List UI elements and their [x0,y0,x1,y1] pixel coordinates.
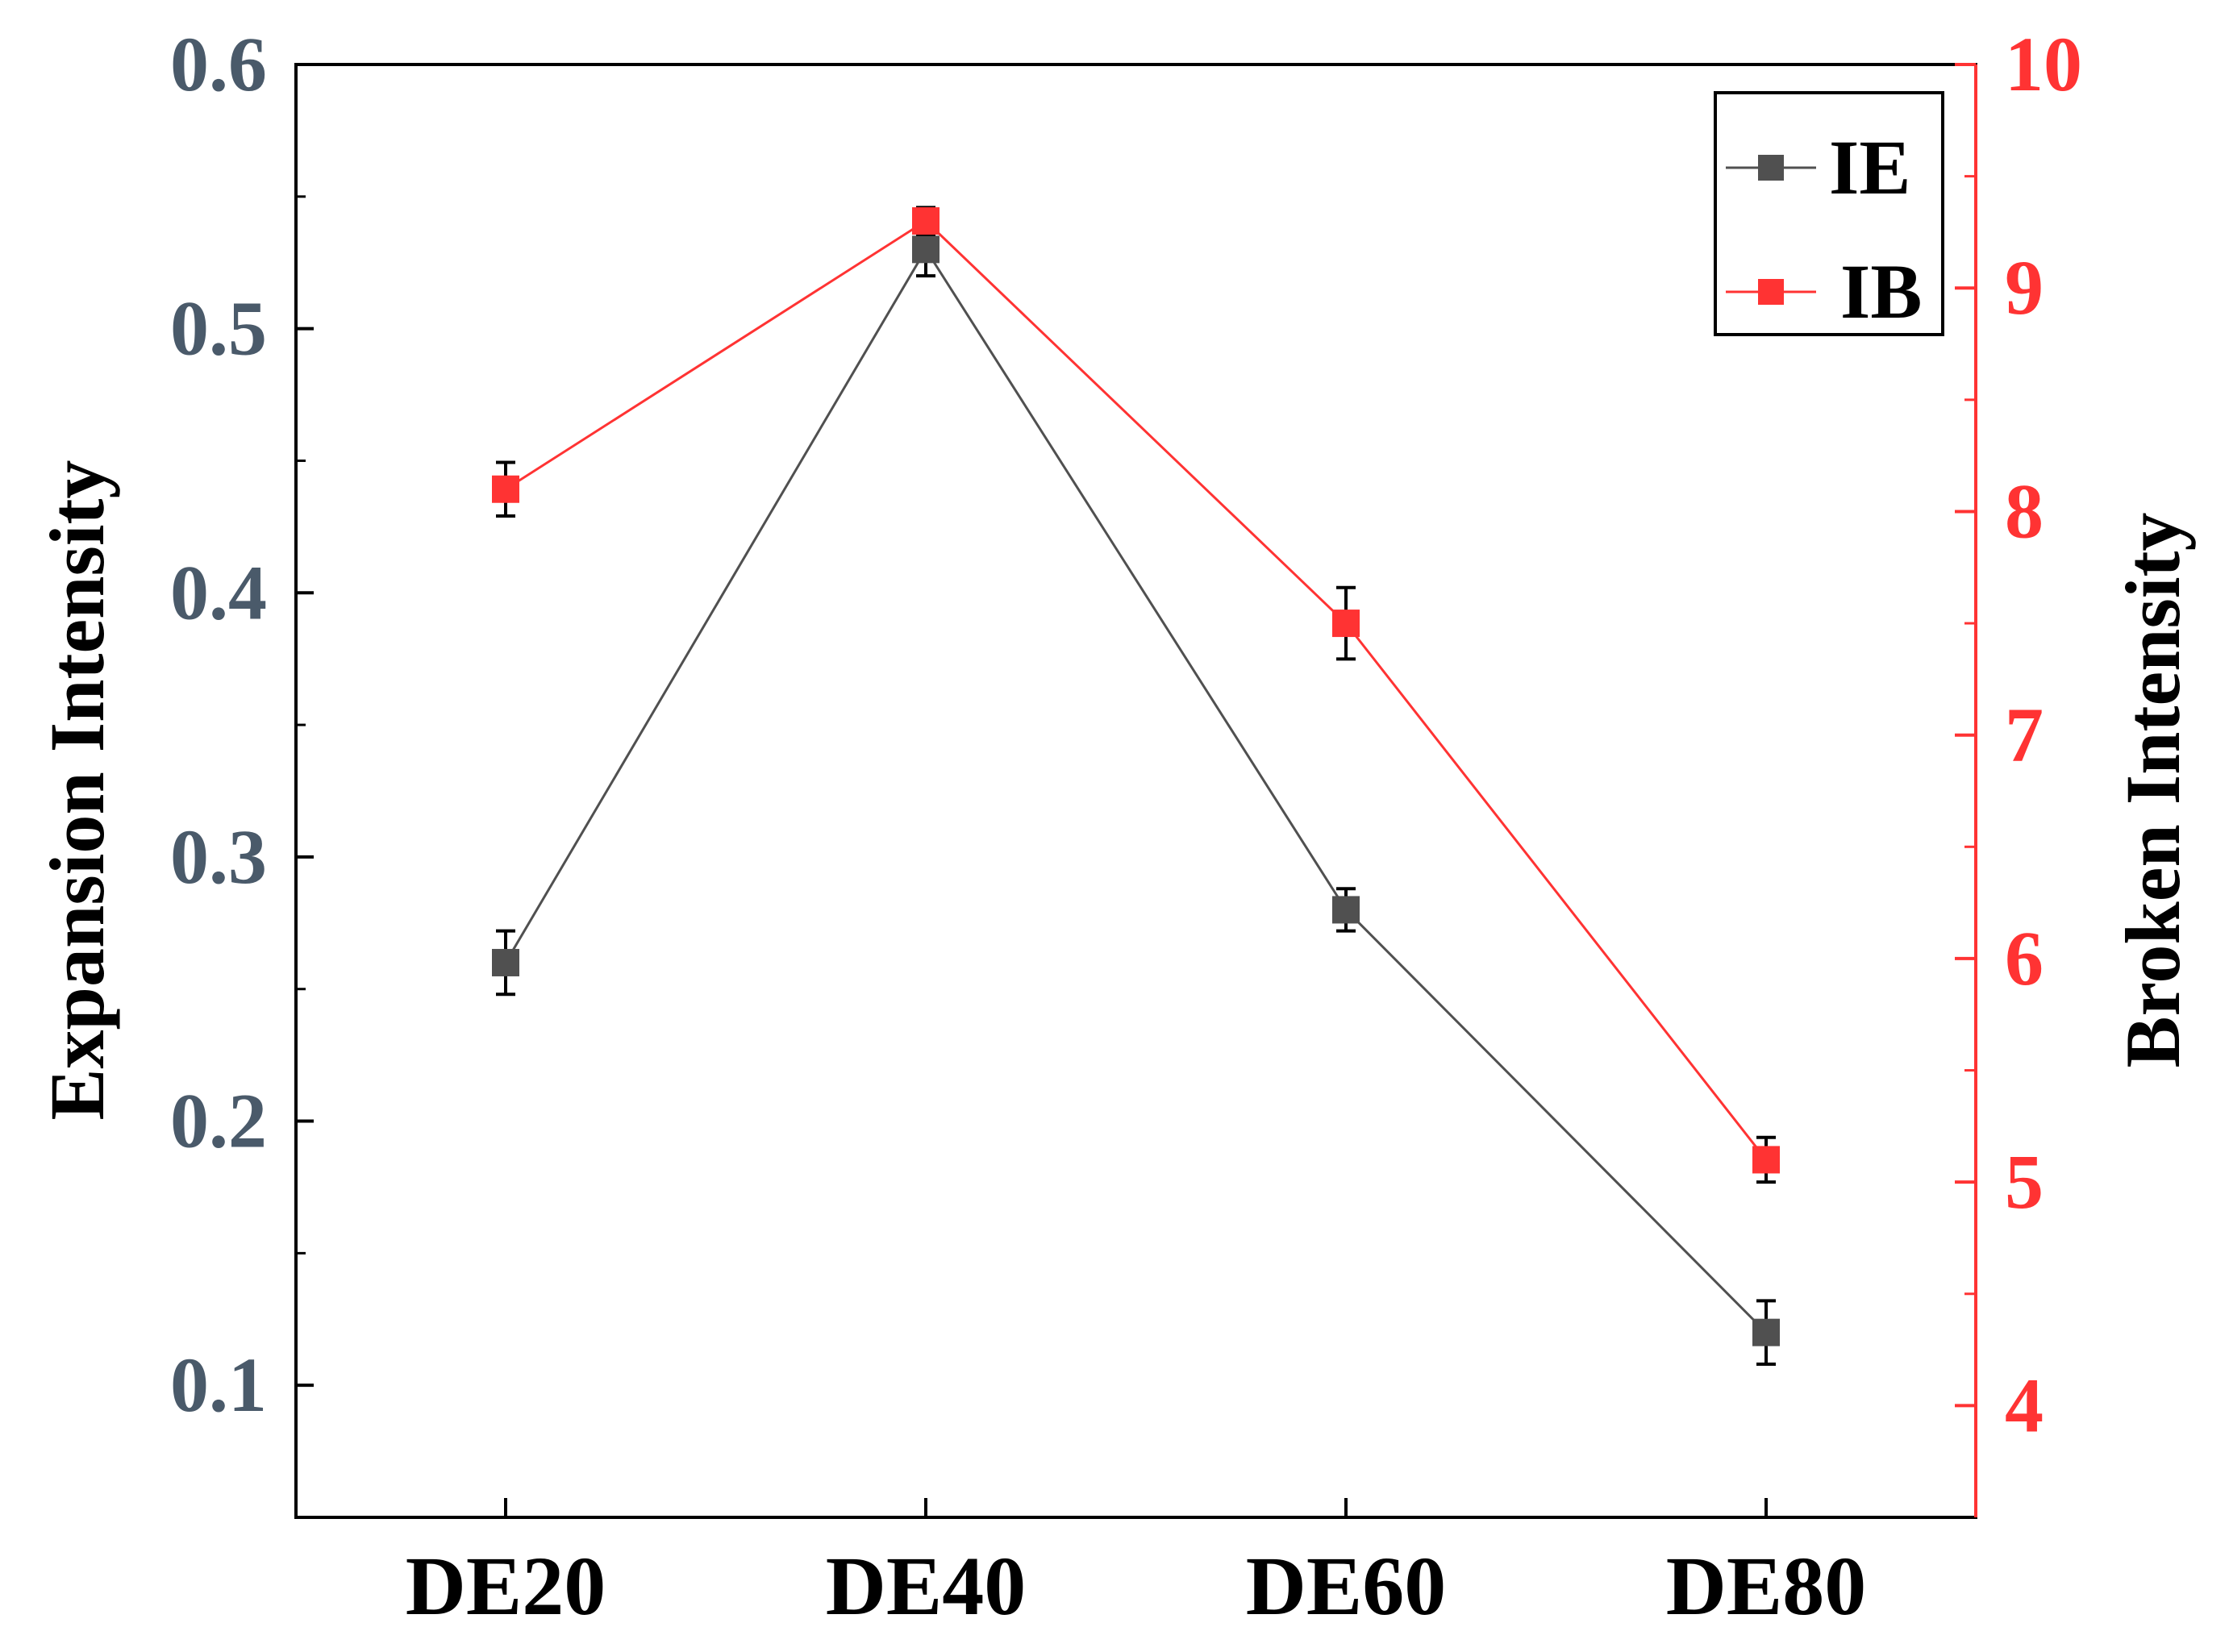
series-line-ie [504,247,1768,1334]
x-tick-label: DE40 [826,1540,1026,1633]
data-point-ie [1332,896,1360,924]
data-point-ie [492,948,519,976]
legend-label-ie: IE [1829,124,1910,210]
x-axis: DE20 DE40 DE60 DE80 [406,1498,1866,1633]
legend: IE IB [1714,91,1944,336]
right-y-axis: 4 5 6 7 8 9 10 [1955,21,2082,1448]
right-tick-label: 8 [2005,468,2044,554]
data-point-ie [912,235,940,264]
right-tick-label: 5 [2005,1138,2044,1225]
right-tick-label: 9 [2005,244,2044,331]
left-tick-label: 0.6 [170,21,267,107]
right-tick-label: 4 [2005,1362,2044,1448]
left-axis-title: Expansion Intensity [34,460,120,1121]
x-tick-label: DE20 [406,1540,606,1633]
legend-label-ib: IB [1840,248,1922,335]
x-tick-label: DE60 [1246,1540,1446,1633]
left-y-axis: 0.1 0.2 0.3 0.4 0.5 0.6 [170,21,314,1519]
left-tick-label: 0.5 [170,285,267,372]
right-tick-label: 7 [2005,692,2044,778]
data-point-ib [1752,1146,1780,1174]
legend-marker-ie [1758,155,1784,181]
left-tick-label: 0.3 [170,814,267,900]
right-tick-label: 6 [2005,915,2044,1001]
data-point-ib [912,207,940,235]
data-point-ib [492,475,519,503]
legend-box [1714,91,1944,336]
x-tick-label: DE80 [1666,1540,1866,1633]
right-tick-label: 10 [2005,21,2082,107]
data-point-ib [1332,610,1360,638]
legend-marker-ib [1758,279,1784,305]
left-tick-label: 0.4 [170,549,267,635]
series-line-ib [505,219,1768,1161]
data-point-ie [1752,1318,1780,1346]
right-axis-title: Broken Intensity [2110,512,2196,1067]
left-tick-label: 0.2 [170,1078,267,1164]
left-tick-label: 0.1 [170,1342,267,1428]
series-layer [492,206,1780,1366]
